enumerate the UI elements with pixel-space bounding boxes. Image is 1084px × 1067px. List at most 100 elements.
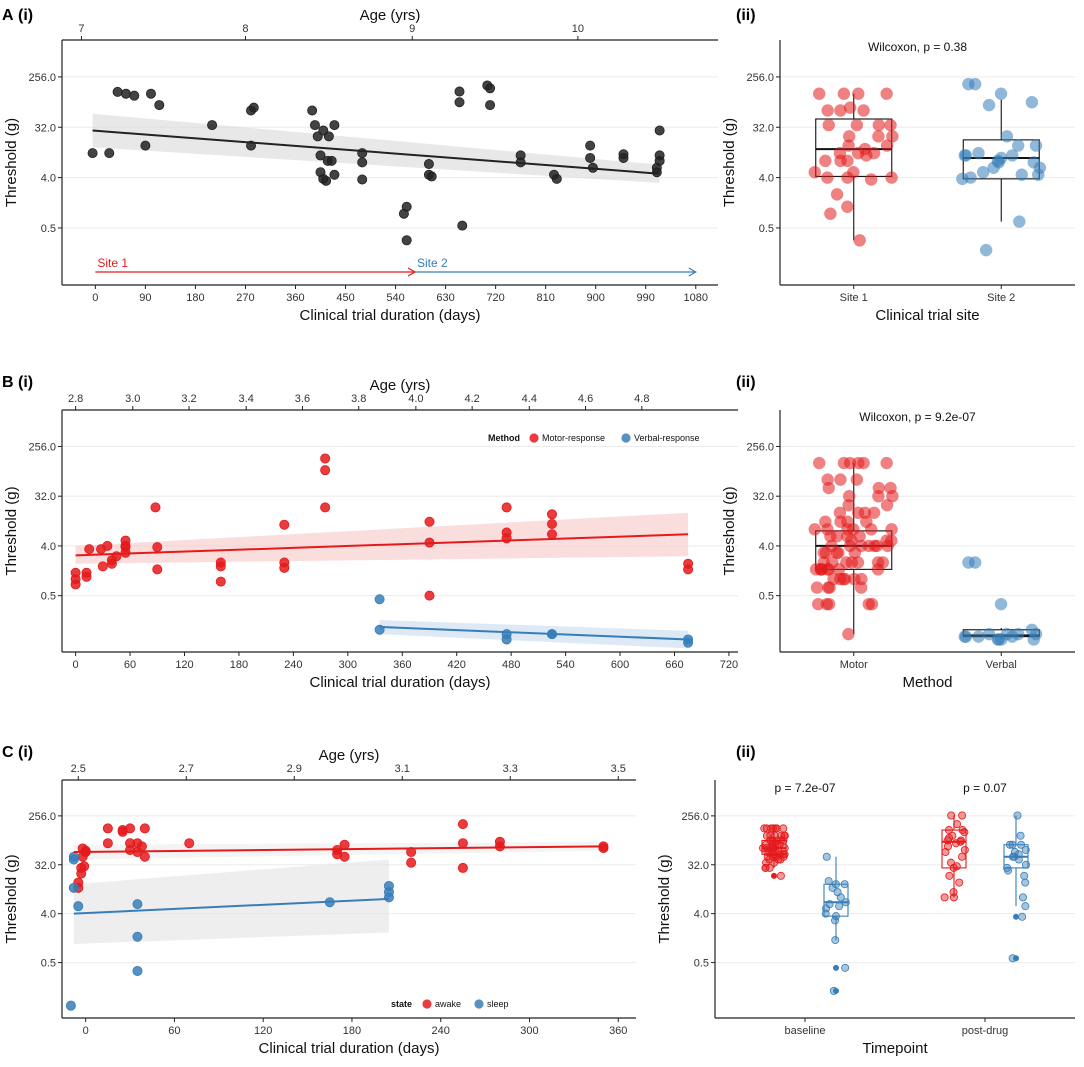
- data-point: [842, 139, 855, 152]
- data-point: [813, 456, 826, 470]
- panel-label-b: B: [2, 374, 14, 391]
- data-point: [872, 118, 886, 132]
- data-point: [880, 139, 894, 152]
- data-point-sleep: [132, 965, 143, 976]
- data-point: [821, 171, 834, 184]
- data-point: [772, 824, 781, 833]
- top-axis-title: Age (yrs): [370, 377, 431, 394]
- top-tick-label: 2.8: [68, 393, 83, 405]
- data-point: [768, 836, 777, 845]
- data-point: [945, 871, 954, 880]
- data-point-sleep: [68, 854, 79, 865]
- data-point-all: [654, 125, 665, 136]
- data-point: [958, 852, 967, 861]
- y-tick-label: 256.0: [681, 811, 709, 823]
- data-point: [813, 87, 826, 100]
- data-point-sleep: [383, 892, 394, 903]
- box-outlier: [1013, 913, 1019, 920]
- top-tick-label: 3.3: [503, 763, 518, 775]
- data-point: [1020, 871, 1029, 880]
- top-tick-label: 4.0: [408, 393, 423, 405]
- data-point-awake: [457, 819, 468, 830]
- x-tick-label: Site 2: [987, 292, 1015, 304]
- top-tick-label: 4.2: [464, 393, 479, 405]
- data-point: [848, 572, 861, 586]
- data-point: [960, 828, 969, 837]
- data-point: [885, 171, 898, 184]
- fit-line-motor-response: [75, 533, 689, 557]
- x-tick-label: 60: [124, 659, 136, 671]
- y-tick-label: 0.5: [759, 223, 774, 235]
- x-tick-label: 600: [611, 659, 629, 671]
- data-point-all: [326, 155, 337, 166]
- x-axis-title: Method: [902, 674, 952, 691]
- data-point-all: [329, 120, 340, 131]
- box-outlier: [771, 872, 777, 879]
- x-tick-label: 120: [175, 659, 193, 671]
- top-tick-label: 8: [242, 23, 248, 35]
- x-tick-label: 810: [536, 292, 554, 304]
- data-point: [864, 173, 878, 186]
- ci-ribbon-verbal-response: [379, 620, 689, 649]
- y-tick-label: 4.0: [759, 541, 774, 553]
- top-tick-label: 2.7: [179, 763, 194, 775]
- data-point: [949, 863, 958, 872]
- panel-label-a: A: [2, 7, 14, 24]
- legend-swatch-verbal-response: [621, 433, 631, 443]
- data-point-motor-response: [320, 453, 331, 464]
- data-point: [834, 154, 847, 168]
- data-point: [880, 456, 893, 470]
- data-point: [817, 546, 830, 559]
- x-axis-title: Clinical trial duration (days): [300, 307, 481, 324]
- data-point-all: [457, 220, 468, 231]
- data-point: [808, 166, 821, 179]
- panel-sub-b-i: (i): [18, 374, 33, 391]
- x-tick-label: 360: [609, 1025, 627, 1037]
- x-tick-label: 1080: [684, 292, 708, 304]
- ci-ribbon-sleep: [73, 859, 389, 945]
- data-point: [885, 523, 898, 536]
- data-point: [831, 936, 840, 945]
- data-point-awake: [457, 838, 468, 849]
- data-point-all: [120, 88, 131, 99]
- data-point: [1015, 168, 1028, 181]
- y-tick-label: 0.5: [694, 958, 709, 970]
- x-tick-label: 660: [665, 659, 683, 671]
- data-point-motor-response: [320, 465, 331, 476]
- y-tick-label: 32.0: [688, 860, 709, 872]
- data-point: [1006, 149, 1019, 162]
- x-tick-label: Motor: [840, 659, 868, 671]
- fit-line-awake: [73, 845, 604, 854]
- data-point: [834, 104, 847, 117]
- top-tick-label: 3.5: [611, 763, 626, 775]
- data-point: [841, 200, 854, 213]
- y-tick-label: 32.0: [753, 122, 774, 134]
- data-point: [850, 118, 864, 132]
- data-point: [867, 506, 881, 519]
- x-tick-label: 450: [336, 292, 354, 304]
- top-tick-label: 3.0: [125, 393, 140, 405]
- data-point-awake: [184, 838, 195, 849]
- x-tick-label: 480: [502, 659, 520, 671]
- data-point-awake: [339, 851, 350, 862]
- data-point: [1004, 866, 1013, 875]
- y-tick-label: 4.0: [694, 909, 709, 921]
- data-point-motor-response: [106, 558, 117, 569]
- data-point: [940, 893, 949, 902]
- top-tick-label: 3.2: [181, 393, 196, 405]
- x-tick-label: 0: [83, 1025, 89, 1037]
- x-tick-label: 240: [432, 1025, 450, 1037]
- y-tick-label: 32.0: [753, 491, 774, 503]
- y-tick-label: 256.0: [746, 72, 774, 84]
- data-point-motor-response: [279, 562, 290, 573]
- data-point: [857, 456, 870, 470]
- data-point: [944, 833, 953, 842]
- top-tick-label: 3.4: [239, 393, 254, 405]
- data-point: [1018, 893, 1027, 902]
- data-point: [819, 154, 832, 168]
- x-tick-label: 720: [486, 292, 504, 304]
- data-point: [851, 506, 865, 519]
- data-point-all: [401, 201, 412, 212]
- y-tick-label: 0.5: [41, 223, 56, 235]
- data-point: [823, 581, 836, 594]
